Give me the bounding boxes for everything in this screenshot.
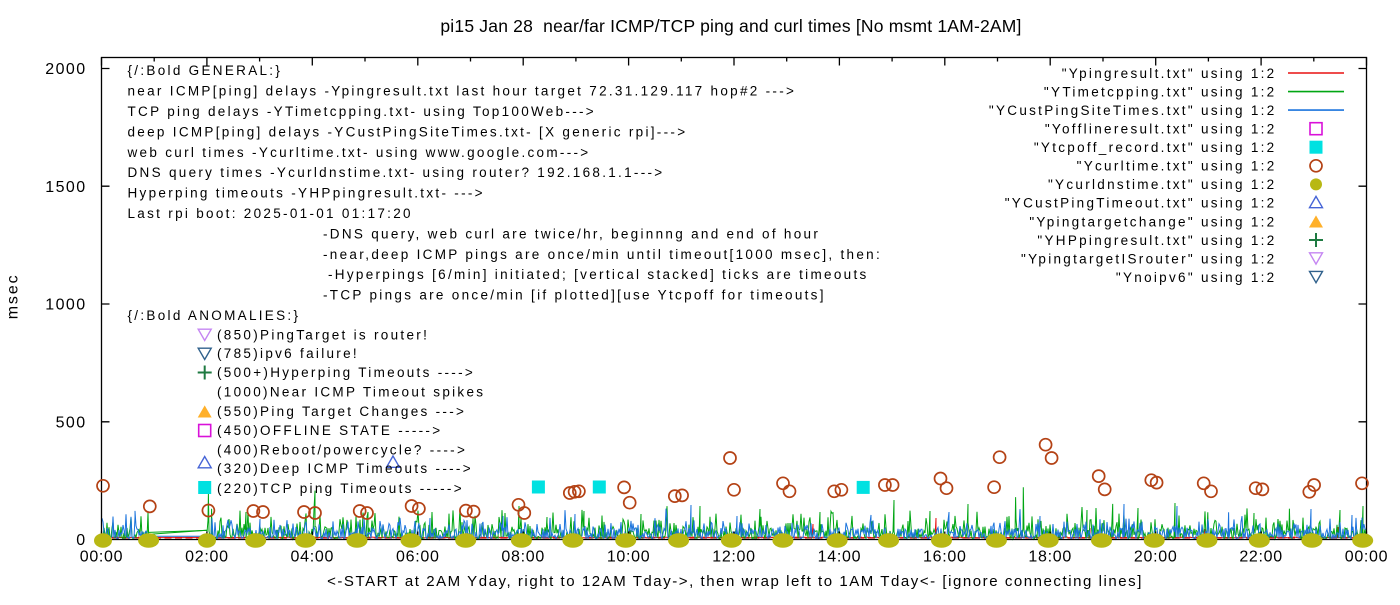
svg-text:{/:Bold GENERAL:}: {/:Bold GENERAL:} <box>128 63 283 78</box>
svg-text:-near,deep ICMP pings are once: -near,deep ICMP pings are once/min until… <box>323 247 882 262</box>
svg-text:"YCustPingSiteTimes.txt" using: "YCustPingSiteTimes.txt" using 1:2 <box>989 103 1277 118</box>
svg-text:(320)Deep ICMP Timeouts ---->: (320)Deep ICMP Timeouts ----> <box>217 461 473 476</box>
svg-text:2000: 2000 <box>45 61 86 78</box>
svg-text:DNS query times -Ycurldnstime.: DNS query times -Ycurldnstime.txt- using… <box>128 165 665 180</box>
svg-text:"YpingtargetISrouter" using 1:: "YpingtargetISrouter" using 1:2 <box>1021 251 1277 266</box>
svg-text:20:00: 20:00 <box>1134 549 1178 566</box>
svg-text:(850)PingTarget is router!: (850)PingTarget is router! <box>217 328 429 343</box>
svg-text:16:00: 16:00 <box>923 549 967 566</box>
svg-text:{/:Bold ANOMALIES:}: {/:Bold ANOMALIES:} <box>128 308 301 323</box>
svg-text:"Ypingtargetchange" using 1:2: "Ypingtargetchange" using 1:2 <box>1029 214 1276 229</box>
svg-text:<-START at 2AM Yday, right to: <-START at 2AM Yday, right to 12AM Tday-… <box>327 573 1143 590</box>
svg-text:500: 500 <box>56 414 87 431</box>
svg-text:pi15 Jan 28 near/far ICMP/TCP: pi15 Jan 28 near/far ICMP/TCP ping and c… <box>440 16 1021 36</box>
svg-text:TCP ping delays -YTimetcpping.: TCP ping delays -YTimetcpping.txt- using… <box>128 104 597 119</box>
svg-text:12:00: 12:00 <box>712 549 756 566</box>
svg-text:08:00: 08:00 <box>501 549 545 566</box>
svg-text:0: 0 <box>76 532 86 549</box>
svg-text:-DNS query, web curl are twice: -DNS query, web curl are twice/hr, begin… <box>323 226 820 241</box>
svg-text:"Ycurltime.txt" using 1:2: "Ycurltime.txt" using 1:2 <box>1077 159 1277 174</box>
svg-text:02:00: 02:00 <box>185 549 229 566</box>
svg-text:Hyperping timeouts -YHPpingres: Hyperping timeouts -YHPpingresult.txt- -… <box>128 186 485 201</box>
svg-text:10:00: 10:00 <box>607 549 651 566</box>
svg-text:(500+)Hyperping Timeouts ---->: (500+)Hyperping Timeouts ----> <box>217 365 475 380</box>
svg-text:(785)ipv6 failure!: (785)ipv6 failure! <box>217 346 359 361</box>
svg-text:04:00: 04:00 <box>291 549 335 566</box>
svg-text:(1000)Near ICMP Timeout spikes: (1000)Near ICMP Timeout spikes <box>217 385 485 400</box>
svg-text:"Yofflineresult.txt" using 1:2: "Yofflineresult.txt" using 1:2 <box>1045 122 1277 137</box>
svg-text:1500: 1500 <box>45 179 86 196</box>
svg-text:06:00: 06:00 <box>396 549 440 566</box>
svg-text:deep ICMP[ping] delays -YCustP: deep ICMP[ping] delays -YCustPingSiteTim… <box>128 124 688 139</box>
svg-text:18:00: 18:00 <box>1028 549 1072 566</box>
svg-text:00:00: 00:00 <box>80 549 124 566</box>
svg-text:14:00: 14:00 <box>818 549 862 566</box>
svg-text:00:00: 00:00 <box>1345 549 1389 566</box>
svg-text:"YHPpingresult.txt" using 1:2: "YHPpingresult.txt" using 1:2 <box>1037 233 1276 248</box>
svg-text:1000: 1000 <box>45 297 86 314</box>
svg-text:"Ytcpoff_record.txt" using 1:2: "Ytcpoff_record.txt" using 1:2 <box>1034 140 1277 155</box>
svg-text:web curl times -Ycurltime.txt-: web curl times -Ycurltime.txt- using www… <box>127 145 591 160</box>
svg-text:(450)OFFLINE STATE ----->: (450)OFFLINE STATE -----> <box>217 423 442 438</box>
svg-text:"YCustPingTimeout.txt" using 1: "YCustPingTimeout.txt" using 1:2 <box>1005 196 1277 211</box>
svg-text:(550)Ping Target Changes --->: (550)Ping Target Changes ---> <box>217 404 466 419</box>
svg-text:"Ynoipv6" using 1:2: "Ynoipv6" using 1:2 <box>1116 270 1277 285</box>
svg-text:Last rpi boot: 2025-01-01 01:1: Last rpi boot: 2025-01-01 01:17:20 <box>128 206 413 221</box>
svg-text:"Ycurldnstime.txt" using 1:2: "Ycurldnstime.txt" using 1:2 <box>1048 177 1277 192</box>
svg-text:22:00: 22:00 <box>1239 549 1283 566</box>
svg-text:"YTimetcpping.txt" using 1:2: "YTimetcpping.txt" using 1:2 <box>1044 84 1277 99</box>
svg-text:(400)Reboot/powercycle? ---->: (400)Reboot/powercycle? ----> <box>217 443 467 458</box>
svg-text:msec: msec <box>4 273 21 319</box>
svg-text:"Ypingresult.txt" using 1:2: "Ypingresult.txt" using 1:2 <box>1062 66 1277 81</box>
svg-text:near ICMP[ping] delays -Ypingr: near ICMP[ping] delays -Ypingresult.txt … <box>128 84 797 99</box>
svg-text:(220)TCP ping Timeouts ----->: (220)TCP ping Timeouts -----> <box>217 481 464 496</box>
svg-text:-Hyperpings [6/min] initiated;: -Hyperpings [6/min] initiated; [vertical… <box>328 267 869 282</box>
svg-text:-TCP pings are once/min [if pl: -TCP pings are once/min [if plotted][use… <box>323 288 826 303</box>
